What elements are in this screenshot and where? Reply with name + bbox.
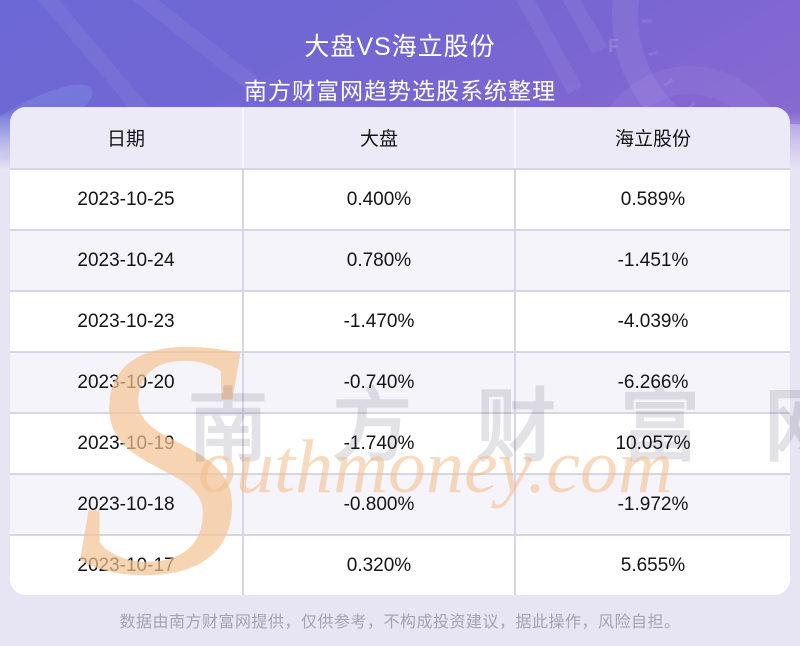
stock-cell: 0.589% <box>514 168 790 229</box>
date-cell: 2023-10-17 <box>10 534 242 595</box>
market-cell: -1.740% <box>242 412 514 473</box>
table-row: 2023-10-19 -1.740% 10.057% <box>10 412 790 473</box>
market-cell: -0.740% <box>242 351 514 412</box>
date-cell: 2023-10-23 <box>10 290 242 351</box>
table-header-row: 日期 大盘 海立股份 <box>10 107 790 168</box>
market-cell: -0.800% <box>242 473 514 534</box>
date-cell: 2023-10-25 <box>10 168 242 229</box>
column-header-market: 大盘 <box>242 107 514 168</box>
market-cell: 0.400% <box>242 168 514 229</box>
stock-cell: -6.266% <box>514 351 790 412</box>
table-row: 2023-10-17 0.320% 5.655% <box>10 534 790 595</box>
table-row: 2023-10-20 -0.740% -6.266% <box>10 351 790 412</box>
date-cell: 2023-10-24 <box>10 229 242 290</box>
gauge-f-marker: F <box>608 36 619 56</box>
table-row: 2023-10-18 -0.800% -1.972% <box>10 473 790 534</box>
stock-cell: -1.451% <box>514 229 790 290</box>
market-cell: 0.320% <box>242 534 514 595</box>
disclaimer-text: 数据由南方财富网提供，仅供参考，不构成投资建议，据此操作，风险自担。 <box>119 614 681 631</box>
stock-cell: 10.057% <box>514 412 790 473</box>
table-row: 2023-10-24 0.780% -1.451% <box>10 229 790 290</box>
stock-cell: -4.039% <box>514 290 790 351</box>
date-cell: 2023-10-18 <box>10 473 242 534</box>
column-header-date: 日期 <box>10 107 242 168</box>
stock-cell: 5.655% <box>514 534 790 595</box>
column-header-stock: 海立股份 <box>514 107 790 168</box>
data-table-card: 日期 大盘 海立股份 2023-10-25 0.400% 0.589% 2023… <box>10 107 790 595</box>
table-row: 2023-10-23 -1.470% -4.039% <box>10 290 790 351</box>
page-title: 大盘VS海立股份 <box>304 33 496 61</box>
market-cell: 0.780% <box>242 229 514 290</box>
comparison-table: 日期 大盘 海立股份 2023-10-25 0.400% 0.589% 2023… <box>10 107 790 595</box>
stock-cell: -1.972% <box>514 473 790 534</box>
date-cell: 2023-10-20 <box>10 351 242 412</box>
market-cell: -1.470% <box>242 290 514 351</box>
date-cell: 2023-10-19 <box>10 412 242 473</box>
page-subtitle: 南方财富网趋势选股系统整理 <box>244 78 556 104</box>
table-row: 2023-10-25 0.400% 0.589% <box>10 168 790 229</box>
hero-titles: 大盘VS海立股份 南方财富网趋势选股系统整理 <box>0 0 800 106</box>
